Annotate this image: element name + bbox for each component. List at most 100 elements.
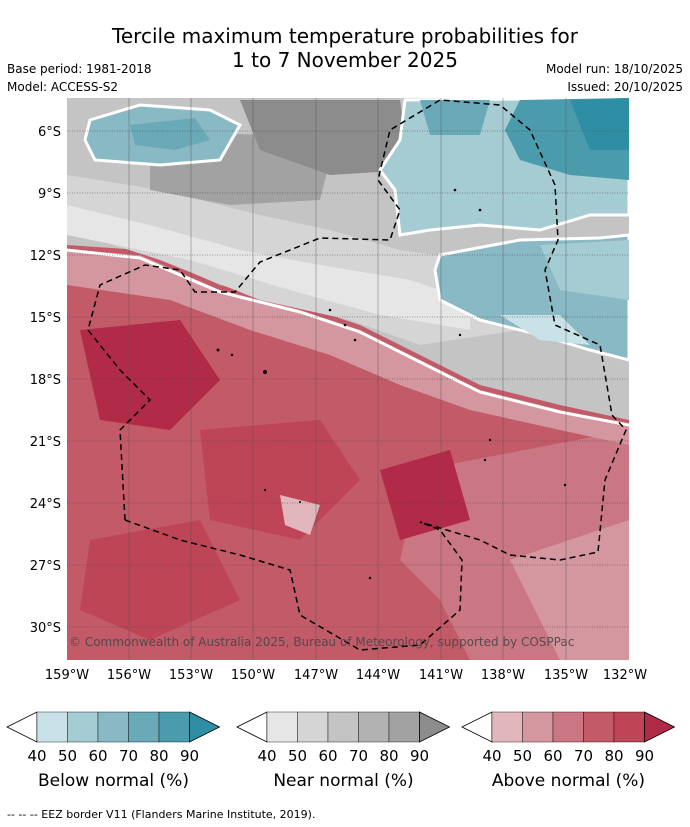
eez-borders	[87, 99, 627, 651]
colorbar-segment	[552, 711, 584, 743]
lon-tick: 144°W	[356, 668, 400, 683]
colorbar-under-triangle	[236, 711, 268, 743]
islands	[216, 188, 567, 580]
model-name: Model: ACCESS-S2	[7, 80, 119, 94]
above-normal-transition-band	[67, 250, 629, 445]
model-run: Model run: 18/10/2025	[545, 62, 683, 76]
colorbar-segment	[327, 711, 359, 743]
meta-right: Model run: 18/10/2025 Issued: 20/10/2025	[546, 60, 683, 96]
colorbars: 40 50 60 70 80 90 40 50 60 70 80 90 40 50 60 70 80 90	[6, 711, 676, 765]
colorbar-over-triangle	[419, 711, 451, 743]
lon-tick: 141°W	[419, 668, 463, 683]
colorbar-tick-label: 90	[180, 747, 199, 765]
lat-tick: 27°S	[30, 559, 61, 574]
colorbar-segment	[522, 711, 554, 743]
lon-tick: 132°W	[603, 668, 647, 683]
lon-tick-labels: 159°W 156°W 153°W 150°W 147°W 144°W 141°…	[45, 668, 647, 683]
title-line-1: Tercile maximum temperature probabilitie…	[112, 24, 578, 48]
colorbar-tick-label: 80	[379, 747, 398, 765]
colorbar-2: 40 50 60 70 80 90	[461, 711, 676, 765]
lat-tick: 6°S	[38, 125, 61, 140]
above-normal-dark-patch-4	[380, 450, 470, 540]
graticule	[67, 130, 629, 628]
lat-tick: 30°S	[30, 621, 61, 636]
lon-tick: 159°W	[45, 668, 89, 683]
colorbar-tick-label: 90	[410, 747, 429, 765]
lat-tick: 9°S	[38, 187, 61, 202]
colorbar-under-triangle	[461, 711, 493, 743]
colorbar-tick-label: 60	[318, 747, 337, 765]
above-normal-lighter-zone	[510, 520, 629, 660]
colorbar-segment	[36, 711, 68, 743]
lat-tick: 21°S	[30, 435, 61, 450]
below-normal-nw-core	[130, 118, 210, 150]
lat-tick-labels: 6°S 9°S 12°S 15°S 18°S 21°S 24°S 27°S 30…	[30, 125, 61, 636]
below-normal-ne-darkest	[570, 98, 629, 150]
below-normal-east-light	[500, 315, 590, 345]
copyright-text: © Commonwealth of Australia 2025, Bureau…	[69, 635, 574, 649]
colorbar-segment	[67, 711, 99, 743]
eez-border-main	[87, 99, 627, 561]
colorbar-segment	[97, 711, 129, 743]
colorbar-segment	[158, 711, 190, 743]
colorbar-tick-label: 40	[482, 747, 501, 765]
colorbar-0: 40 50 60 70 80 90	[6, 711, 221, 765]
colorbar-over-triangle	[189, 711, 221, 743]
base-period: Base period: 1981-2018	[7, 62, 152, 76]
lat-tick: 24°S	[30, 497, 61, 512]
lon-tick: 138°W	[481, 668, 525, 683]
colorbar-segment	[297, 711, 329, 743]
eez-footnote: -- -- -- EEZ border V11 (Flanders Marine…	[7, 808, 316, 821]
colorbar-tick-label: 70	[349, 747, 368, 765]
colorbar-segment	[128, 711, 160, 743]
colorbar-segment	[266, 711, 298, 743]
tercile-boundary-line	[67, 248, 629, 427]
colorbar-label-below: Below normal (%)	[38, 771, 189, 791]
colorbar-tick-label: 50	[513, 747, 532, 765]
above-normal-dark-patch-2	[200, 420, 360, 540]
colorbar-tick-label: 70	[119, 747, 138, 765]
colorbar-segment	[583, 711, 615, 743]
lon-tick: 153°W	[169, 668, 213, 683]
colorbar-segment	[388, 711, 420, 743]
colorbar-segment	[613, 711, 645, 743]
above-normal-dark-patch-3	[80, 520, 240, 640]
near-normal-darkest-patch	[240, 100, 410, 175]
title-line-2: 1 to 7 November 2025	[232, 48, 458, 72]
colorbar-tick-label: 80	[149, 747, 168, 765]
lon-tick: 135°W	[544, 668, 588, 683]
above-normal-pale-spot	[280, 495, 320, 535]
colorbar-segment	[358, 711, 390, 743]
colorbar-tick-label: 70	[574, 747, 593, 765]
below-normal-ne-patch	[420, 100, 490, 135]
colorbar-tick-label: 90	[635, 747, 654, 765]
colorbar-tick-label: 50	[288, 747, 307, 765]
colorbar-tick-label: 60	[88, 747, 107, 765]
map-title: Tercile maximum temperature probabilitie…	[0, 24, 690, 72]
meridians	[128, 98, 567, 660]
above-normal-dark-patch-1	[80, 320, 220, 430]
colorbar-label-near: Near normal (%)	[273, 771, 414, 791]
near-normal-lightest-band	[67, 205, 470, 330]
colorbar-1: 40 50 60 70 80 90	[236, 711, 451, 765]
colorbar-tick-label: 40	[27, 747, 46, 765]
colorbar-over-triangle	[644, 711, 676, 743]
colorbar-tick-label: 60	[543, 747, 562, 765]
lon-tick: 156°W	[107, 668, 151, 683]
colorbar-tick-label: 50	[58, 747, 77, 765]
lon-tick: 150°W	[231, 668, 275, 683]
colorbar-under-triangle	[6, 711, 38, 743]
lon-tick: 147°W	[294, 668, 338, 683]
colorbar-tick-label: 40	[257, 747, 276, 765]
map-field	[67, 98, 629, 660]
eez-border-south	[124, 519, 463, 651]
colorbar-tick-label: 80	[604, 747, 623, 765]
meta-left: Base period: 1981-2018 Model: ACCESS-S2	[7, 60, 152, 96]
lat-tick: 18°S	[30, 373, 61, 388]
issued-date: Issued: 20/10/2025	[567, 80, 683, 94]
lat-tick: 15°S	[30, 311, 61, 326]
colorbar-label-above: Above normal (%)	[491, 771, 646, 791]
lat-tick: 12°S	[30, 249, 61, 264]
colorbar-segment	[491, 711, 523, 743]
